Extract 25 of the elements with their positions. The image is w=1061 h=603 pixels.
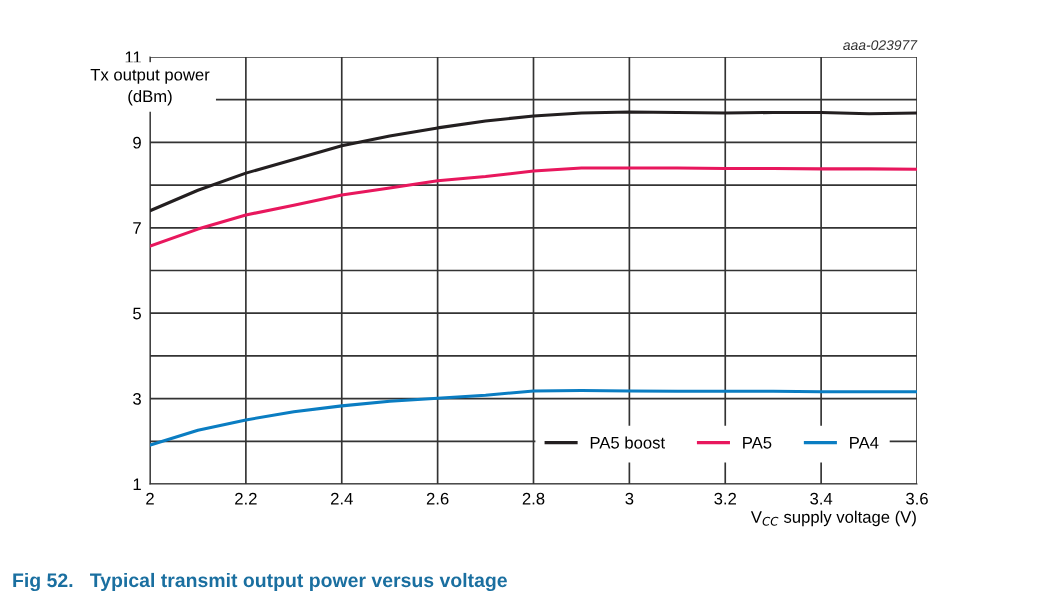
legend-label: PA5 boost xyxy=(590,436,665,449)
x-tick-label: 3.2 xyxy=(714,492,736,505)
y-tick-label: 3 xyxy=(133,393,141,405)
line-series xyxy=(150,388,917,447)
y-tick-label: 5 xyxy=(133,307,141,320)
x-tick-label: 2 xyxy=(146,492,154,505)
x-tick-label: 2.2 xyxy=(235,492,257,505)
x-tick-label: 3 xyxy=(625,492,634,505)
x-tick-label: 2.8 xyxy=(522,492,545,505)
y-tick-label: 11 xyxy=(125,51,141,64)
x-tick-label: 2.6 xyxy=(426,492,449,505)
text: aaa-023977 xyxy=(843,40,918,50)
y-axis-title: Tx output power (dBm) xyxy=(90,68,210,106)
y-tick-label: 9 xyxy=(133,136,141,149)
legend-label: PA5 xyxy=(743,437,772,449)
line-series xyxy=(150,110,917,213)
line-series xyxy=(150,166,917,248)
x-tick-label: 3.4 xyxy=(810,492,833,505)
x-axis-title: V$_{CC}$ supply voltage (V) xyxy=(750,510,916,527)
y-tick-label: 1 xyxy=(133,478,141,491)
text: Fig 52. Typical transmit output power versus voltage xyxy=(13,572,507,592)
y-tick-label: 7 xyxy=(133,222,141,234)
x-tick-label: 2.4 xyxy=(331,492,353,505)
x-tick-label: 3.6 xyxy=(906,492,928,505)
legend-label: PA4 xyxy=(850,437,879,449)
